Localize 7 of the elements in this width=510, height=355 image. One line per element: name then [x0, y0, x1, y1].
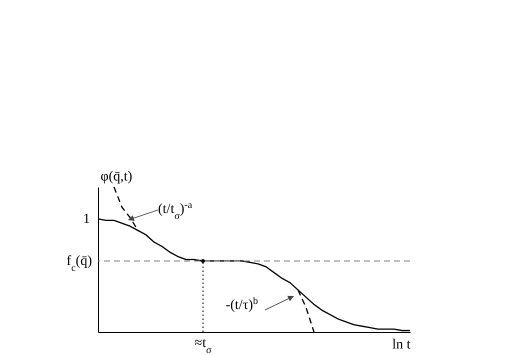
text: 1 — [83, 212, 90, 227]
ref-line-label: f$_{c}$(q̄) — [66, 254, 92, 274]
annotation: -(t/τ)$^{b}$ — [226, 296, 258, 313]
x-axis-title: ln t — [392, 338, 411, 352]
y-axis-title: φ(q̄,t) — [100, 170, 133, 184]
annotation: ≈t$_{σ}$ — [194, 336, 212, 355]
annotation: (t/t$_{σ}$)$^{-a}$ — [158, 200, 193, 222]
